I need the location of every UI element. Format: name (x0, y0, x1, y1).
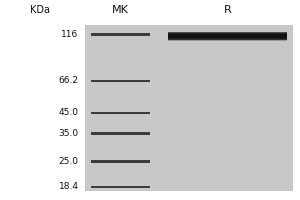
FancyBboxPatch shape (91, 186, 150, 188)
FancyBboxPatch shape (168, 34, 287, 36)
FancyBboxPatch shape (91, 160, 150, 163)
FancyBboxPatch shape (168, 34, 287, 36)
FancyBboxPatch shape (168, 36, 287, 38)
FancyBboxPatch shape (91, 80, 150, 82)
FancyBboxPatch shape (168, 32, 287, 34)
FancyBboxPatch shape (168, 32, 287, 34)
Text: KDa: KDa (30, 5, 50, 15)
FancyBboxPatch shape (168, 36, 287, 38)
FancyBboxPatch shape (168, 37, 287, 39)
FancyBboxPatch shape (168, 37, 287, 39)
FancyBboxPatch shape (168, 36, 287, 38)
FancyBboxPatch shape (85, 25, 293, 191)
FancyBboxPatch shape (168, 38, 287, 40)
FancyBboxPatch shape (168, 33, 287, 35)
Text: 66.2: 66.2 (59, 76, 79, 85)
Text: 35.0: 35.0 (58, 129, 79, 138)
FancyBboxPatch shape (91, 33, 150, 36)
FancyBboxPatch shape (168, 38, 287, 40)
FancyBboxPatch shape (168, 35, 287, 37)
FancyBboxPatch shape (168, 34, 287, 36)
FancyBboxPatch shape (168, 38, 287, 40)
FancyBboxPatch shape (168, 35, 287, 37)
Text: 116: 116 (61, 30, 79, 39)
FancyBboxPatch shape (168, 33, 287, 35)
FancyBboxPatch shape (168, 39, 287, 41)
FancyBboxPatch shape (168, 35, 287, 37)
FancyBboxPatch shape (91, 112, 150, 114)
Text: 25.0: 25.0 (59, 157, 79, 166)
Text: R: R (224, 5, 231, 15)
Text: MK: MK (112, 5, 129, 15)
Text: 45.0: 45.0 (59, 108, 79, 117)
Text: 18.4: 18.4 (59, 182, 79, 191)
FancyBboxPatch shape (168, 32, 287, 34)
FancyBboxPatch shape (91, 132, 150, 135)
